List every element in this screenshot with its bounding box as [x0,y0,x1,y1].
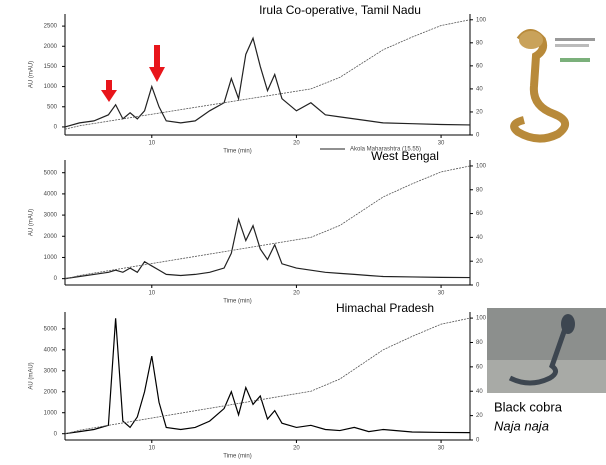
x-tick-label: 10 [148,141,155,147]
x-axis-label: Time (min) [223,299,251,305]
x-axis-label: Time (min) [223,454,251,460]
peak-arrows [101,45,165,102]
x-tick-label: 10 [148,446,155,452]
y2-tick-label: 40 [476,389,483,395]
y2-tick-label: 80 [476,187,483,193]
x-tick-label: 20 [293,446,300,452]
y-tick-label: 0 [54,276,58,282]
y2-tick-label: 60 [476,364,483,370]
y-tick-label: 1000 [44,410,58,416]
y2-tick-label: 20 [476,110,483,116]
y-tick-label: 5000 [44,170,58,176]
trace-line [64,36,471,128]
y-tick-label: 4000 [44,347,58,353]
y-tick-label: 1500 [44,64,58,70]
y-tick-label: 0 [54,125,58,131]
x-tick-label: 30 [438,141,445,147]
scientific-name: Naja naja [494,418,549,433]
y2-tick-label: 20 [476,259,483,265]
y-tick-label: 2500 [44,24,58,30]
x-tick-label: 20 [293,141,300,147]
chart-title: Irula Co-operative, Tamil Nadu [259,3,421,17]
y-axis-label: AU (mAU) [29,209,35,236]
common-name: Black cobra [494,399,563,414]
y-tick-label: 2000 [44,44,58,50]
y2-tick-label: 40 [476,86,483,92]
x-tick-label: 30 [438,291,445,297]
y-tick-label: 1000 [44,255,58,261]
y-tick-label: 500 [47,104,58,110]
cobra-illustration [495,22,603,144]
gradient-line [64,165,471,280]
y2-tick-label: 0 [476,283,480,289]
y2-tick-label: 20 [476,413,483,419]
y2-tick-label: 80 [476,340,483,346]
x-tick-label: 10 [148,291,155,297]
y2-tick-label: 0 [476,133,480,139]
y2-tick-label: 100 [476,316,487,322]
y-tick-label: 3000 [44,368,58,374]
y-axis-label: AU (mAU) [29,362,35,389]
x-tick-label: 20 [293,291,300,297]
y2-tick-label: 100 [476,17,487,23]
y-axis-label: AU (mAU) [29,61,35,88]
y-tick-label: 2000 [44,234,58,240]
y2-tick-label: 60 [476,63,483,69]
y-tick-label: 4000 [44,191,58,197]
gradient-line [64,19,471,130]
chart-title: West Bengal [371,149,439,163]
chart-title: Himachal Pradesh [336,301,434,315]
gradient-line [64,317,471,435]
x-tick-label: 30 [438,446,445,452]
y-tick-label: 0 [54,431,58,437]
y2-tick-label: 0 [476,438,480,444]
trace-line [64,217,471,280]
legend-label: Akola Maharashtra (15.55) [350,147,421,153]
y2-tick-label: 100 [476,164,487,170]
y2-tick-label: 80 [476,40,483,46]
cobra-photo [487,308,606,393]
y-tick-label: 3000 [44,213,58,219]
y2-tick-label: 60 [476,211,483,217]
y-tick-label: 5000 [44,326,58,332]
y-tick-label: 1000 [44,84,58,90]
y-tick-label: 2000 [44,389,58,395]
y2-tick-label: 40 [476,235,483,241]
trace-line [64,318,471,435]
x-axis-label: Time (min) [223,149,251,155]
